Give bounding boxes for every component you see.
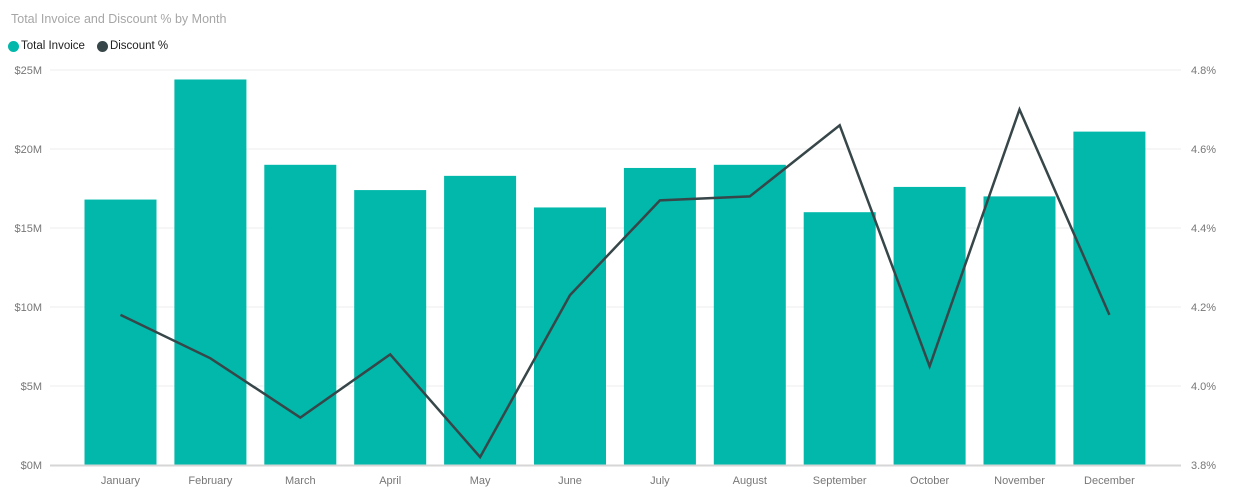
bar-june[interactable] <box>534 207 606 465</box>
legend-label-discount: Discount % <box>109 40 169 52</box>
x-axis-label-may: May <box>470 475 491 487</box>
bar-december[interactable] <box>1073 131 1146 465</box>
y-left-tick-label: $20M <box>14 144 42 156</box>
x-axis-label-april: April <box>379 475 401 487</box>
y-right-tick-label: 4.2% <box>1191 302 1216 314</box>
x-axis-label-february: February <box>188 475 233 487</box>
bar-february[interactable] <box>174 79 247 465</box>
x-axis-label-january: January <box>101 475 141 487</box>
y-right-tick-label: 4.4% <box>1191 223 1216 235</box>
y-right-tick-label: 4.8% <box>1191 65 1216 77</box>
legend-dot-total-invoice-icon <box>8 40 19 52</box>
y-left-tick-label: $5M <box>21 381 42 393</box>
bar-may[interactable] <box>444 175 517 466</box>
chart-title: Total Invoice and Discount % by Month <box>11 12 227 26</box>
y-right-tick-label: 3.8% <box>1191 460 1216 472</box>
x-axis-label-august: August <box>733 475 767 487</box>
bar-september[interactable] <box>803 212 876 465</box>
y-left-tick-label: $0M <box>21 460 42 472</box>
y-right-tick-label: 4.6% <box>1191 144 1216 156</box>
legend: Total Invoice Discount % <box>8 40 168 52</box>
legend-item-discount[interactable]: Discount % <box>96 40 169 52</box>
x-axis-label-march: March <box>285 475 316 487</box>
legend-label-total-invoice: Total Invoice <box>21 40 85 52</box>
x-axis-label-october: October <box>910 475 949 487</box>
bar-july[interactable] <box>623 167 696 465</box>
bar-november[interactable] <box>983 196 1056 465</box>
x-axis-label-june: June <box>558 475 582 487</box>
x-axis-label-september: September <box>813 475 867 487</box>
legend-dot-discount-icon <box>96 40 108 52</box>
legend-item-total-invoice[interactable]: Total Invoice <box>8 40 85 52</box>
y-left-tick-label: $15M <box>14 223 42 235</box>
x-axis-label-november: November <box>994 475 1045 487</box>
y-right-tick-label: 4.0% <box>1191 381 1216 393</box>
bar-april[interactable] <box>354 190 427 465</box>
bar-october[interactable] <box>893 186 966 466</box>
x-axis-label-july: July <box>650 475 670 487</box>
y-left-tick-label: $10M <box>14 302 42 314</box>
bar-january[interactable] <box>84 199 157 465</box>
discount-line[interactable] <box>119 106 1111 460</box>
x-axis-label-december: December <box>1084 475 1135 487</box>
bar-august[interactable] <box>713 164 786 466</box>
bar-march[interactable] <box>264 164 337 466</box>
y-left-tick-label: $25M <box>14 65 42 77</box>
